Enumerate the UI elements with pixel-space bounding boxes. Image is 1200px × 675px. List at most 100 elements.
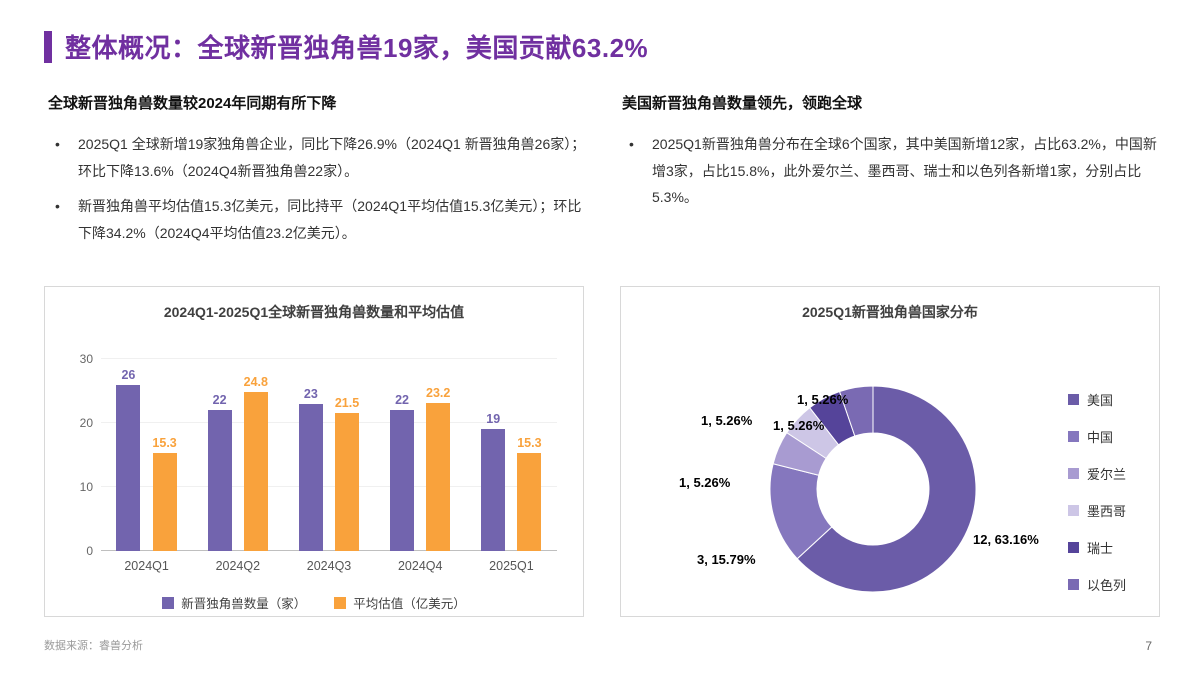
page-title: 整体概况：全球新晋独角兽19家，美国贡献63.2%	[65, 33, 649, 63]
legend-label: 墨西哥	[1087, 504, 1127, 519]
x-axis-category-label: 2025Q1	[489, 559, 534, 573]
title-row: 整体概况：全球新晋独角兽19家，美国贡献63.2%	[44, 28, 648, 65]
pie-label-mexico: 1, 5.26%	[701, 413, 753, 428]
bar-value-label: 15.3	[152, 436, 177, 451]
bar	[517, 453, 542, 551]
title-accent-bar	[44, 30, 52, 63]
bar	[426, 402, 451, 551]
legend-item: 平均估值（亿美元）	[334, 593, 466, 612]
bar-groups: 26 15.3 22 24.8 23 21.5 22 23.2 19 15.3	[101, 359, 557, 551]
x-axis-category-label: 2024Q2	[215, 559, 261, 573]
pie-label-switzerland: 1, 5.26%	[773, 418, 825, 433]
bar-wrap: 22	[390, 359, 415, 551]
bar-chart-title: 2024Q1-2025Q1全球新晋独角兽数量和平均估值	[163, 304, 465, 320]
bar-value-label: 21.5	[334, 396, 360, 411]
legend-swatch-icon	[334, 596, 347, 609]
pie-label-ireland: 1, 5.26%	[679, 475, 731, 490]
bar-value-label: 22	[395, 393, 409, 408]
bar-wrap: 23	[298, 359, 323, 551]
donut-chart-title: 2025Q1新晋独角兽国家分布	[802, 304, 978, 320]
legend-label: 爱尔兰	[1087, 467, 1127, 482]
pie-label-usa: 12, 63.16%	[973, 532, 1039, 547]
legend-item: 瑞士	[1068, 538, 1126, 557]
bar-value-label: 22	[212, 393, 227, 408]
bar-value-label: 19	[486, 412, 501, 427]
bar-wrap: 15.3	[517, 359, 542, 551]
bar-chart-x-axis: 2024Q1 2024Q2 2024Q3 2024Q4 2025Q1	[101, 559, 557, 573]
bar-wrap: 24.8	[244, 359, 268, 551]
left-section-heading: 全球新晋独角兽数量较2024年同期有所下降	[48, 95, 337, 112]
bar-group: 26 15.3	[101, 359, 192, 551]
bar	[243, 392, 268, 551]
left-bullet-list: 2025Q1 全球新增19家独角兽企业，同比下降26.9%（2024Q1 新晋独…	[48, 131, 588, 246]
bar-group: 22 24.8	[192, 359, 283, 551]
legend-label: 平均估值（亿美元）	[353, 597, 466, 611]
bar-value-label: 23.2	[426, 385, 451, 400]
x-axis-category-label: 2024Q3	[306, 559, 352, 573]
bar	[390, 410, 415, 551]
y-axis-tick-label: 30	[79, 352, 93, 366]
legend-item: 中国	[1068, 427, 1126, 446]
bar-group: 23 21.5	[283, 359, 374, 551]
bar-wrap: 23.2	[426, 359, 450, 551]
bar-chart-panel: 2024Q1-2025Q1全球新晋独角兽数量和平均估值 0 10 20 30 26 15.…	[44, 286, 584, 617]
bar	[152, 453, 177, 551]
bar-chart-plot: 0 10 20 30 26 15.3 22 24.8 23 21.5 22 23.2 19 15.3	[80, 352, 557, 558]
legend-label: 以色列	[1087, 578, 1127, 593]
gridline	[101, 550, 557, 551]
right-section-heading: 美国新晋独角兽数量领先，领跑全球	[622, 95, 863, 112]
legend-item: 墨西哥	[1068, 501, 1126, 520]
bar-wrap: 15.3	[152, 359, 177, 551]
bar	[481, 429, 506, 551]
gridline	[101, 358, 557, 359]
bar-group: 22 23.2	[375, 359, 466, 551]
legend-label: 中国	[1087, 430, 1114, 445]
legend-swatch-icon	[1068, 542, 1079, 553]
y-axis-tick-label: 20	[79, 416, 93, 430]
bar-value-label: 23	[303, 386, 318, 401]
legend-item: 爱尔兰	[1068, 464, 1126, 483]
legend-swatch-icon	[1068, 579, 1079, 590]
pie-label-china: 3, 15.79%	[697, 552, 756, 567]
legend-label: 新晋独角兽数量（家）	[181, 597, 307, 611]
bar-wrap: 21.5	[335, 359, 359, 551]
bar	[298, 403, 323, 551]
bar-value-label: 26	[121, 367, 136, 382]
legend-item: 以色列	[1068, 575, 1126, 594]
bar-chart-legend: 新晋独角兽数量（家） 平均估值（亿美元）	[45, 593, 583, 612]
bar-wrap: 22	[207, 359, 232, 551]
bar-wrap: 26	[116, 359, 141, 551]
pie-slice	[796, 385, 977, 593]
data-source-note: 数据来源：睿兽分析	[44, 640, 143, 652]
legend-swatch-icon	[1068, 468, 1079, 479]
donut-chart-legend: 美国中国爱尔兰墨西哥瑞士以色列	[1068, 390, 1126, 594]
right-text-section: 美国新晋独角兽数量领先，领跑全球 2025Q1新晋独角兽分布在全球6个国家，其中…	[622, 92, 1160, 220]
donut-chart-panel: 2025Q1新晋独角兽国家分布 12, 63.16% 3, 15.79% 1, …	[620, 286, 1160, 617]
bar-value-label: 15.3	[517, 436, 542, 451]
x-axis-category-label: 2024Q1	[124, 559, 169, 573]
bar	[335, 413, 359, 551]
gridline	[101, 486, 557, 487]
left-text-section: 全球新晋独角兽数量较2024年同期有所下降 2025Q1 全球新增19家独角兽企…	[48, 92, 588, 255]
legend-item: 美国	[1068, 390, 1126, 409]
legend-item: 新晋独角兽数量（家）	[162, 593, 306, 612]
x-axis-category-label: 2024Q4	[397, 559, 443, 573]
gridline	[101, 422, 557, 423]
pie-label-israel: 1, 5.26%	[797, 392, 849, 407]
legend-swatch-icon	[1068, 431, 1079, 442]
y-axis-tick-label: 10	[79, 480, 93, 494]
right-bullet-list: 2025Q1新晋独角兽分布在全球6个国家，其中美国新增12家，占比63.2%，中…	[622, 131, 1160, 211]
bar-wrap: 19	[481, 359, 506, 551]
y-axis-tick-label: 0	[86, 544, 93, 558]
bar-group: 19 15.3	[466, 359, 557, 551]
page-number: 7	[1145, 639, 1152, 653]
legend-swatch-icon	[1068, 394, 1079, 405]
legend-label: 美国	[1087, 393, 1114, 408]
bullet-item: 2025Q1新晋独角兽分布在全球6个国家，其中美国新增12家，占比63.2%，中…	[622, 131, 1160, 211]
bullet-item: 新晋独角兽平均估值15.3亿美元，同比持平（2024Q1平均估值15.3亿美元）…	[48, 193, 588, 246]
legend-label: 瑞士	[1087, 541, 1114, 556]
bar-value-label: 24.8	[243, 375, 268, 390]
bullet-item: 2025Q1 全球新增19家独角兽企业，同比下降26.9%（2024Q1 新晋独…	[48, 131, 588, 184]
bar	[207, 410, 232, 551]
